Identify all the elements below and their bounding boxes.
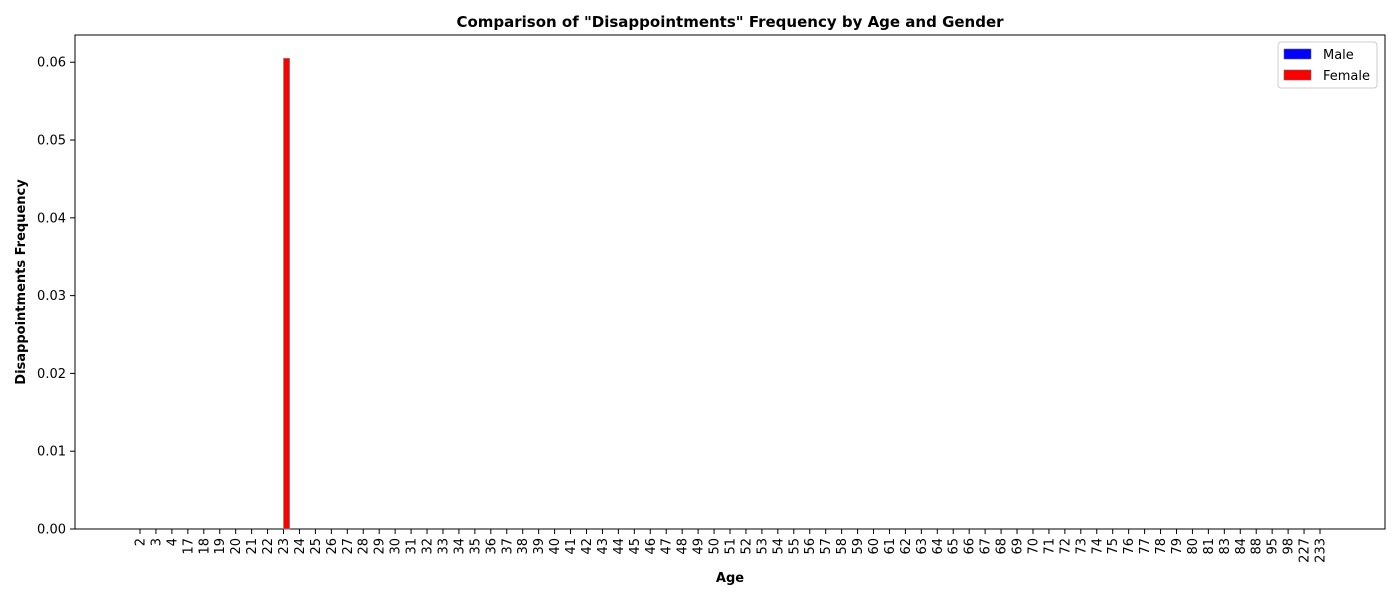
x-tick-label: 78 xyxy=(1154,538,1169,555)
x-tick-label: 84 xyxy=(1234,538,1249,555)
x-tick-label: 4 xyxy=(165,538,180,546)
y-tick-label: 0.02 xyxy=(37,367,66,382)
x-tick-label: 72 xyxy=(1058,538,1073,555)
x-tick-label: 227 xyxy=(1298,538,1313,563)
chart-title: Comparison of "Disappointments" Frequenc… xyxy=(456,13,1004,31)
x-tick-label: 48 xyxy=(676,538,691,555)
y-axis: 0.00 0.01 0.02 0.03 0.04 0.05 0.06 xyxy=(37,56,75,538)
x-tick-label: 63 xyxy=(915,538,930,555)
x-tick-label: 98 xyxy=(1282,538,1297,555)
x-tick-label: 24 xyxy=(293,538,308,555)
legend-label-female: Female xyxy=(1323,69,1370,84)
x-tick-label: 88 xyxy=(1250,538,1265,555)
x-tick-label: 44 xyxy=(612,538,627,555)
x-tick-label: 18 xyxy=(197,538,212,555)
x-tick-label: 42 xyxy=(580,538,595,555)
x-tick-label: 50 xyxy=(708,538,723,555)
x-tick-label: 70 xyxy=(1026,538,1041,555)
x-tick-label: 76 xyxy=(1122,538,1137,555)
x-tick-label: 23 xyxy=(277,538,292,555)
x-tick-label: 46 xyxy=(644,538,659,555)
x-tick-label: 68 xyxy=(995,538,1010,555)
legend-label-male: Male xyxy=(1323,48,1354,63)
x-tick-label: 30 xyxy=(389,538,404,555)
legend-swatch-male xyxy=(1283,48,1312,60)
x-tick-label: 64 xyxy=(931,538,946,555)
x-tick-label: 3 xyxy=(149,538,164,546)
x-axis-label: Age xyxy=(716,571,744,586)
y-tick-label: 0.00 xyxy=(37,523,66,538)
x-tick-label: 79 xyxy=(1170,538,1185,555)
x-tick-label: 62 xyxy=(899,538,914,555)
x-tick-label: 21 xyxy=(245,538,260,555)
x-tick-label: 49 xyxy=(692,538,707,555)
x-tick-label: 95 xyxy=(1266,538,1281,555)
x-tick-label: 40 xyxy=(548,538,563,555)
x-tick-label: 81 xyxy=(1202,538,1217,555)
x-tick-label: 59 xyxy=(851,538,866,555)
x-tick-label: 17 xyxy=(181,538,196,555)
x-tick-label: 36 xyxy=(484,538,499,555)
x-tick-label: 53 xyxy=(755,538,770,555)
x-tick-label: 20 xyxy=(229,538,244,555)
x-tick-label: 52 xyxy=(739,538,754,555)
x-tick-label: 2 xyxy=(134,538,149,546)
x-tick-label: 66 xyxy=(963,538,978,555)
x-tick-label: 71 xyxy=(1042,538,1057,555)
x-tick-label: 38 xyxy=(516,538,531,555)
x-tick-label: 73 xyxy=(1074,538,1089,555)
x-tick-label: 54 xyxy=(771,538,786,555)
x-axis: 2 3 4 17 18 19 20 21 22 23 24 25 26 27 28 29 30 31 32 33 34 3… xyxy=(134,529,1329,563)
x-tick-label: 65 xyxy=(947,538,962,555)
x-tick-label: 75 xyxy=(1106,538,1121,555)
x-tick-label: 41 xyxy=(564,538,579,555)
x-tick-label: 31 xyxy=(405,538,420,555)
x-tick-label: 74 xyxy=(1090,538,1105,555)
x-tick-label: 39 xyxy=(532,538,547,555)
x-tick-label: 37 xyxy=(500,538,515,555)
x-tick-label: 34 xyxy=(452,538,467,555)
x-tick-label: 33 xyxy=(436,538,451,555)
y-tick-label: 0.04 xyxy=(37,211,66,226)
x-tick-label: 32 xyxy=(421,538,436,555)
x-tick-label: 22 xyxy=(261,538,276,555)
bar-female-age-23 xyxy=(283,57,290,530)
y-tick-label: 0.06 xyxy=(37,56,66,71)
x-tick-label: 80 xyxy=(1186,538,1201,555)
x-tick-label: 45 xyxy=(628,538,643,555)
x-tick-label: 67 xyxy=(979,538,994,555)
x-tick-label: 27 xyxy=(341,538,356,555)
x-tick-label: 56 xyxy=(803,538,818,555)
legend-swatch-female xyxy=(1283,69,1312,81)
x-tick-label: 83 xyxy=(1218,538,1233,555)
x-tick-label: 233 xyxy=(1314,538,1329,563)
x-tick-label: 43 xyxy=(596,538,611,555)
y-tick-label: 0.05 xyxy=(37,134,66,149)
x-tick-label: 61 xyxy=(883,538,898,555)
y-tick-label: 0.01 xyxy=(37,445,66,460)
x-tick-label: 47 xyxy=(660,538,675,555)
x-tick-label: 69 xyxy=(1011,538,1026,555)
x-tick-label: 77 xyxy=(1138,538,1153,555)
x-tick-label: 51 xyxy=(724,538,739,555)
x-tick-label: 57 xyxy=(819,538,834,555)
x-tick-label: 29 xyxy=(373,538,388,555)
x-tick-label: 26 xyxy=(325,538,340,555)
x-tick-label: 35 xyxy=(468,538,483,555)
x-tick-label: 28 xyxy=(357,538,372,555)
x-tick-label: 19 xyxy=(213,538,228,555)
x-tick-label: 55 xyxy=(787,538,802,555)
bars xyxy=(283,57,290,530)
plot-area xyxy=(74,34,1386,530)
legend: Male Female xyxy=(1277,41,1378,89)
y-axis-label: Disappointments Frequency xyxy=(14,179,29,385)
y-tick-label: 0.03 xyxy=(37,289,66,304)
x-tick-label: 58 xyxy=(835,538,850,555)
x-tick-label: 60 xyxy=(867,538,882,555)
x-tick-label: 25 xyxy=(309,538,324,555)
